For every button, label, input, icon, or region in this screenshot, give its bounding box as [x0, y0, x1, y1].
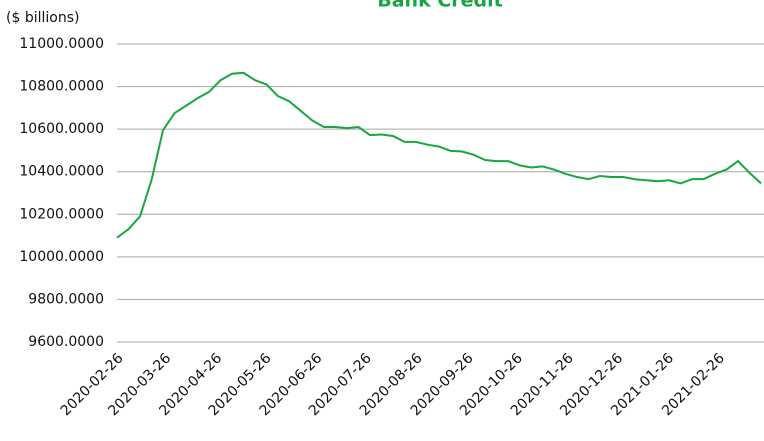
- y-tick-label: 9800.0000: [28, 291, 104, 307]
- y-tick-label: 10000.0000: [19, 249, 104, 265]
- y-axis-label: ($ billions): [6, 10, 79, 26]
- y-tick-label: 11000.0000: [19, 36, 104, 52]
- y-tick-label: 10200.0000: [19, 206, 104, 222]
- y-tick-label: 9600.0000: [28, 334, 104, 350]
- y-tick-label: 10600.0000: [19, 121, 104, 137]
- data-line: [116, 71, 762, 239]
- y-tick-label: 10400.0000: [19, 164, 104, 180]
- y-tick-label: 10800.0000: [19, 79, 104, 95]
- chart-title: Bank Credit: [377, 0, 502, 12]
